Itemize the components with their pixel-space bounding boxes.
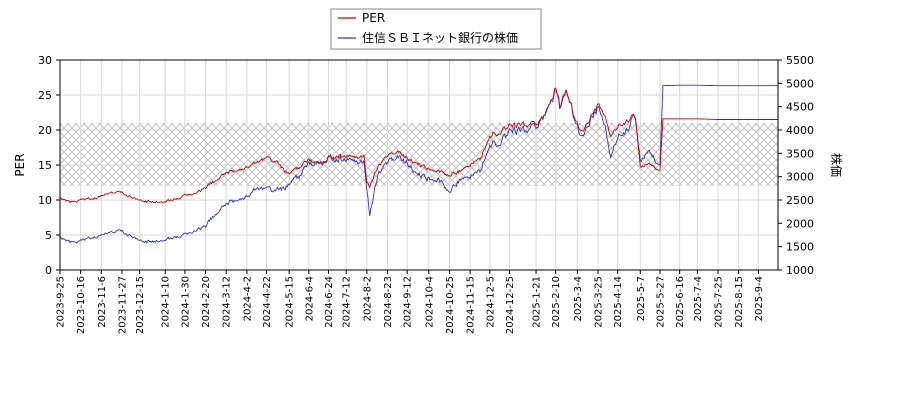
legend-label-per: PER: [362, 11, 385, 25]
x-tick-label: 2024-10-25: [445, 276, 456, 334]
x-tick-label: 2024-7-12: [342, 276, 353, 328]
x-tick-label: 2025-5-27: [655, 276, 666, 328]
right-tick-label: 3000: [786, 171, 814, 184]
x-tick-label: 2025-2-10: [551, 276, 562, 328]
x-tick-label: 2025-6-16: [675, 276, 686, 328]
left-tick-label: 25: [38, 89, 52, 102]
x-tick-label: 2023-11-27: [117, 276, 128, 334]
hatched-band: [60, 123, 778, 186]
right-tick-label: 5000: [786, 77, 814, 90]
x-tick-label: 2023-9-25: [56, 276, 67, 328]
series-line-per: [60, 87, 778, 204]
x-tick-label: 2025-3-25: [594, 276, 605, 328]
right-tick-label: 2000: [786, 217, 814, 230]
left-tick-label: 0: [45, 264, 52, 277]
x-tick-label: 2024-8-2: [362, 276, 373, 321]
left-tick-label: 20: [38, 124, 52, 137]
x-tick-label: 2024-4-22: [262, 276, 273, 328]
x-tick-label: 2024-8-23: [383, 276, 394, 328]
x-tick-label: 2024-12-25: [505, 276, 516, 334]
x-axis-ticks: 2023-9-25 2023-10-16 2023-11-6 2023-11-27 20…: [56, 270, 765, 334]
x-tick-label: 2024-10-4: [424, 276, 435, 328]
left-tick-label: 15: [38, 159, 52, 172]
x-tick-label: 2025-3-4: [573, 276, 584, 321]
x-tick-label: 2025-8-15: [734, 276, 745, 328]
right-axis-label: 株価: [829, 153, 844, 177]
left-axis-label: PER: [13, 153, 27, 176]
x-tick-label: 2024-9-12: [403, 276, 414, 328]
x-tick-label: 2024-4-2: [242, 276, 253, 321]
right-tick-label: 4000: [786, 124, 814, 137]
x-tick-label: 2025-1-21: [532, 276, 543, 328]
x-tick-label: 2024-1-10: [161, 276, 172, 328]
x-tick-label: 2024-5-15: [285, 276, 296, 328]
x-tick-label: 2023-11-6: [97, 276, 108, 328]
left-tick-label: 10: [38, 194, 52, 207]
plot-area: [59, 59, 779, 271]
right-tick-label: 1500: [786, 241, 814, 254]
right-axis-ticks: 1000 1500 2000 2500 3000 3500 4000 4500 5000 5500: [778, 54, 814, 277]
right-tick-label: 5500: [786, 54, 814, 67]
x-tick-label: 2024-11-15: [466, 276, 477, 334]
right-tick-label: 1000: [786, 264, 814, 277]
x-tick-label: 2025-9-4: [754, 276, 765, 321]
series-line-price: [60, 84, 778, 244]
right-tick-label: 4500: [786, 101, 814, 114]
left-tick-label: 30: [38, 54, 52, 67]
x-tick-label: 2024-12-5: [485, 276, 496, 328]
x-tick-label: 2025-4-14: [613, 276, 624, 328]
x-tick-label: 2023-10-16: [76, 276, 87, 334]
x-tick-label: 2025-5-7: [636, 276, 647, 321]
right-tick-label: 3500: [786, 147, 814, 160]
x-tick-label: 2024-3-12: [222, 276, 233, 328]
left-tick-label: 5: [45, 229, 52, 242]
vertical-gridlines: [59, 60, 759, 270]
legend-box: [330, 8, 542, 50]
x-tick-label: 2024-1-30: [180, 276, 191, 328]
right-tick-label: 2500: [786, 194, 814, 207]
legend-label-price: 住信ＳＢＩネット銀行の株価: [362, 30, 518, 45]
x-tick-label: 2024-6-4: [304, 276, 315, 321]
x-tick-label: 2025-7-4: [693, 276, 704, 321]
x-tick-label: 2024-2-20: [201, 276, 212, 328]
x-tick-label: 2024-6-24: [324, 276, 335, 328]
left-axis-ticks: 0 5 10 15 20 25 30: [38, 54, 60, 277]
x-tick-label: 2023-12-15: [135, 276, 146, 334]
legend: PER 住信ＳＢＩネット銀行の株価: [330, 8, 542, 50]
x-tick-label: 2025-7-25: [714, 276, 725, 328]
